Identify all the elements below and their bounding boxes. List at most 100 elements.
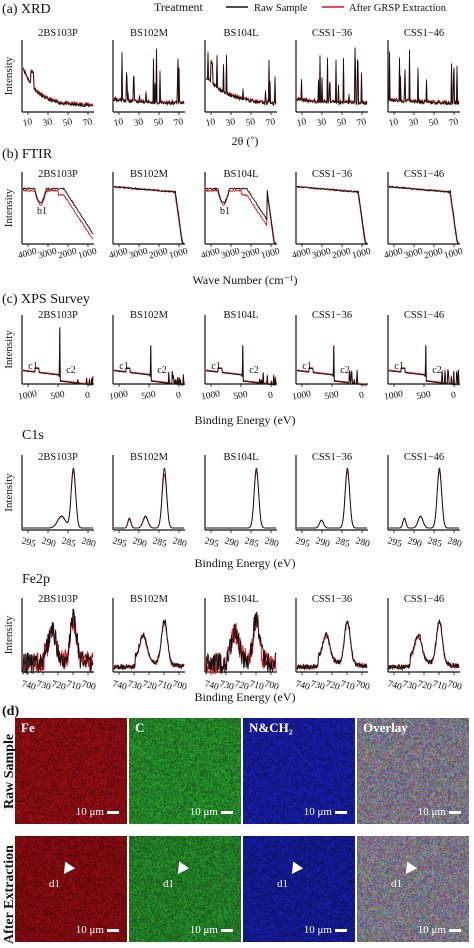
xps-annotation-c2: c2 bbox=[157, 365, 166, 376]
fe2p-series-raw bbox=[113, 619, 185, 671]
fe2p-panel-title-3: BS104L bbox=[223, 594, 258, 605]
xrd-tick-label: 50 bbox=[153, 117, 165, 129]
fe2p-tick-label: 700 bbox=[263, 679, 280, 692]
microscopy-grid: (d) Raw Sample After Extraction Fe 10 μm … bbox=[0, 704, 474, 948]
ftir-series-raw bbox=[388, 185, 459, 244]
xps-panel-title-3: BS104L bbox=[223, 310, 258, 321]
xps-tick-label: 500 bbox=[324, 390, 340, 402]
xrd-series-after bbox=[113, 48, 185, 105]
fe2p-series-raw bbox=[205, 611, 277, 675]
xps-annotation-c1: c1 bbox=[119, 361, 128, 372]
xps-tick-label: 1000 bbox=[383, 389, 404, 402]
xps-tick-label: 1000 bbox=[200, 389, 221, 402]
xps-y-title: Intensity bbox=[3, 330, 15, 369]
c1s-panel-title-4: CSS1−36 bbox=[312, 452, 352, 463]
xrd-tick-label: 30 bbox=[42, 117, 54, 129]
channel-label-n: N&CH₂ bbox=[249, 720, 293, 735]
xrd-tick-label: 70 bbox=[448, 117, 460, 129]
c1s-tick-label: 295 bbox=[203, 536, 220, 549]
c1s-tick-label: 280 bbox=[354, 536, 371, 549]
scale-bar: 10 μm bbox=[418, 924, 461, 936]
fe2p-series-after bbox=[113, 620, 185, 671]
xrd-tick-label: 30 bbox=[133, 117, 145, 129]
tile-after-fe: d1 10 μm bbox=[15, 836, 127, 942]
section-label-ftir: (b) FTIR bbox=[2, 147, 53, 162]
xrd-tick-label: 10 bbox=[296, 117, 308, 129]
xps-annotation-c1: c1 bbox=[302, 361, 311, 372]
xps-annotation-c2: c2 bbox=[249, 365, 258, 376]
xps-series-raw bbox=[113, 345, 185, 386]
ftir-tick-label: 1000 bbox=[168, 247, 189, 262]
fe2p-series-raw bbox=[388, 618, 460, 672]
ftir-tick-label: 2000 bbox=[57, 247, 78, 262]
c1s-tick-label: 290 bbox=[223, 536, 240, 549]
marker-d1: d1 bbox=[391, 878, 402, 890]
xrd-panel-title-3: BS104L bbox=[223, 28, 258, 39]
xps-tick-label: 500 bbox=[141, 390, 157, 402]
ftir-tick-label: 3000 bbox=[128, 247, 149, 262]
fe2p-tick-label: 740 bbox=[203, 679, 220, 692]
xrd-tick-label: 10 bbox=[205, 117, 217, 129]
fe2p-tick-label: 730 bbox=[309, 679, 326, 692]
xps-tick-label: 500 bbox=[50, 390, 66, 402]
section-label-c1s: C1s bbox=[22, 428, 44, 443]
ftir-tick-label: 4000 bbox=[17, 247, 38, 262]
ftir-x-title: Wave Number (cm⁻¹) bbox=[193, 273, 298, 287]
xrd-tick-label: 70 bbox=[265, 117, 277, 129]
legend-after-label: After GRSP Extraction bbox=[349, 3, 447, 14]
c1s-series-after bbox=[389, 470, 459, 529]
fe2p-tick-label: 700 bbox=[354, 679, 371, 692]
xps-tick-label: 0 bbox=[267, 391, 274, 402]
c1s-tick-label: 280 bbox=[263, 536, 280, 549]
c1s-tick-label: 285 bbox=[60, 536, 77, 549]
xrd-tick-label: 10 bbox=[388, 117, 400, 129]
ftir-panel-title-5: CSS1−46 bbox=[404, 169, 444, 180]
ftir-annotation-b1: b1 bbox=[220, 206, 230, 217]
scale-bar: 10 μm bbox=[190, 806, 233, 818]
ftir-tick-label: 2000 bbox=[240, 247, 261, 262]
fe2p-tick-label: 720 bbox=[324, 679, 341, 692]
tile-raw-overlay: Overlay 10 μm bbox=[357, 718, 469, 824]
xrd-panel-title-1: 2BS103P bbox=[38, 28, 78, 39]
ftir-tick-label: 3000 bbox=[220, 247, 241, 262]
fe2p-tick-label: 720 bbox=[141, 679, 158, 692]
xps-series-raw bbox=[205, 345, 277, 386]
fe2p-tick-label: 700 bbox=[171, 679, 188, 692]
c1s-panel-title-3: BS104L bbox=[223, 452, 258, 463]
xrd-series-raw bbox=[296, 48, 368, 106]
fe2p-tick-label: 710 bbox=[339, 679, 356, 692]
marker-d1: d1 bbox=[163, 878, 174, 890]
fe2p-tick-label: 740 bbox=[386, 679, 403, 692]
ftir-tick-label: 1000 bbox=[260, 247, 281, 262]
c1s-tick-label: 285 bbox=[334, 536, 351, 549]
xps-series-raw bbox=[296, 345, 368, 386]
xrd-tick-label: 70 bbox=[356, 117, 368, 129]
c1s-tick-label: 295 bbox=[294, 536, 311, 549]
xps-series-after bbox=[22, 326, 94, 385]
scale-bar: 10 μm bbox=[304, 806, 347, 818]
section-label-micro: (d) bbox=[2, 704, 20, 719]
c1s-tick-label: 280 bbox=[80, 536, 97, 549]
fe2p-tick-label: 730 bbox=[126, 679, 143, 692]
xrd-tick-label: 70 bbox=[82, 117, 94, 129]
channel-label-c: C bbox=[135, 720, 145, 735]
fe2p-x-title: Binding Energy (eV) bbox=[194, 690, 295, 704]
channel-label-overlay: Overlay bbox=[363, 720, 408, 735]
fe2p-panel-title-5: CSS1−46 bbox=[404, 594, 444, 605]
fe2p-panel-title-4: CSS1−36 bbox=[312, 594, 352, 605]
c1s-tick-label: 290 bbox=[406, 536, 423, 549]
xps-annotation-c1: c1 bbox=[28, 361, 37, 372]
xps-series-raw bbox=[22, 327, 94, 386]
legend-raw-label: Raw Sample bbox=[254, 3, 308, 14]
fe2p-tick-label: 720 bbox=[50, 679, 67, 692]
ftir-tick-label: 1000 bbox=[351, 247, 372, 262]
c1s-series-after bbox=[206, 470, 276, 529]
c1s-x-title: Binding Energy (eV) bbox=[194, 556, 295, 570]
xps-panel-title-4: CSS1−36 bbox=[312, 310, 352, 321]
fe2p-y-title: Intensity bbox=[3, 615, 15, 654]
xrd-series-raw bbox=[23, 68, 94, 108]
xps-annotation-c2: c2 bbox=[432, 365, 441, 376]
fe2p-tick-label: 720 bbox=[233, 679, 250, 692]
c1s-tick-label: 285 bbox=[243, 536, 260, 549]
xrd-tick-label: 50 bbox=[245, 117, 257, 129]
